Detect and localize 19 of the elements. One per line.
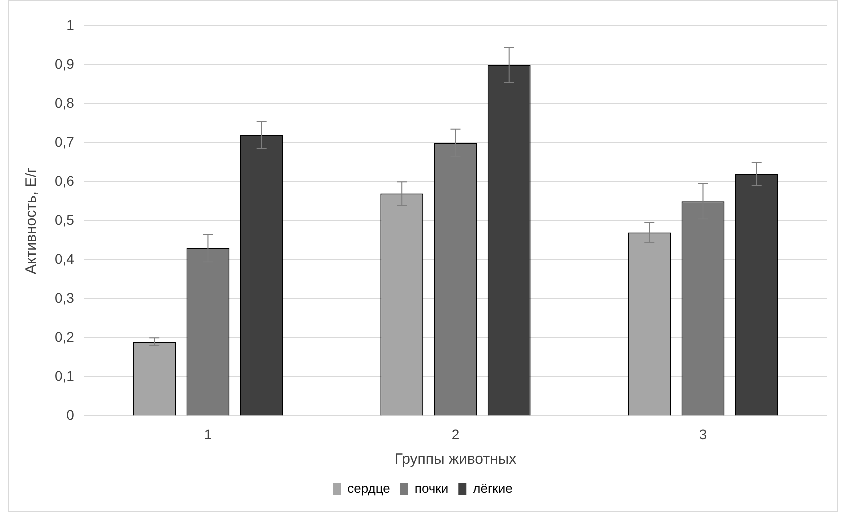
y-tick-label: 0,1	[54, 368, 75, 384]
x-tick-label: 2	[452, 426, 460, 442]
y-tick-label: 0,2	[54, 329, 75, 346]
legend-label: почки	[414, 481, 449, 496]
y-axis-title: Активность, Е/г	[23, 167, 40, 274]
y-tick-label: 0,8	[54, 94, 75, 111]
legend-label: лёгкие	[473, 481, 513, 496]
legend-label: сердце	[348, 481, 390, 496]
x-axis-title: Группы животных	[394, 451, 518, 468]
x-tick-label: 1	[204, 426, 212, 442]
y-tick-label: 0,6	[54, 172, 75, 189]
y-tick-label: 0,7	[54, 134, 75, 150]
y-tick-label: 0	[66, 407, 75, 424]
y-tick-label: 0,4	[54, 250, 75, 267]
y-tick-label: 0,5	[54, 212, 75, 228]
y-tick-label: 0,3	[54, 290, 75, 306]
y-tick-label: 1	[66, 16, 75, 33]
y-tick-label: 0,9	[54, 56, 75, 72]
x-tick-label: 3	[699, 426, 708, 442]
